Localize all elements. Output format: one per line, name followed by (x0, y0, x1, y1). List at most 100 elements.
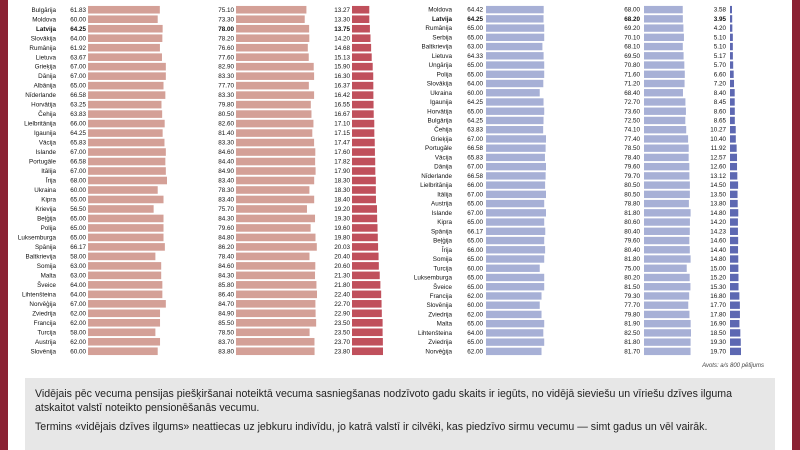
panel1-age-bar (88, 328, 156, 337)
panel1-life-bar (236, 43, 308, 52)
panel2-age-label: 65.00 (467, 201, 483, 208)
panel2-age-label: 64.33 (467, 53, 483, 60)
panel2-years-label: 16.90 (710, 321, 726, 328)
panel1-years-bar (352, 224, 378, 232)
panel2-life-bar (644, 199, 689, 208)
panel2-years-label: 12.60 (710, 164, 726, 171)
panel2-age-bar (486, 107, 545, 115)
panel2-age-label: 65.00 (467, 321, 483, 328)
panel2-country-label: Nīderlande (421, 173, 452, 180)
panel1-years-label: 17.60 (334, 149, 350, 156)
panel2-years-bar (730, 98, 735, 106)
panel2-life-label: 75.00 (624, 265, 640, 272)
panel2-country-label: Itālija (437, 191, 452, 198)
panel2-years-bar (730, 5, 732, 14)
panel1-age-label: 63.83 (70, 111, 86, 118)
panel1-life-label: 78.20 (218, 35, 234, 42)
panel1-life-bar (236, 148, 316, 156)
panel2-years-bar (730, 292, 740, 300)
panel2-years-bar (730, 126, 736, 134)
panel1-years-bar (352, 53, 372, 61)
panel2-years-label: 3.58 (714, 7, 727, 14)
panel2-life-bar (644, 135, 689, 143)
panel2-country-label: Polija (437, 71, 453, 78)
panel1-life-bar (236, 224, 311, 232)
panel1-years-bar (352, 186, 376, 194)
panel1-country-label: Norvēģija (29, 300, 56, 308)
panel2-life-bar (644, 292, 690, 300)
panel2-life-label: 69.20 (624, 25, 640, 32)
panel2-years-bar (730, 301, 740, 309)
panel2-years-bar (730, 209, 739, 217)
panel2-age-label: 60.00 (467, 265, 483, 272)
panel1-life-label: 77.60 (218, 54, 234, 61)
panel2-country-label: Spānija (431, 228, 453, 235)
panel1-country-label: Portugāle (29, 159, 56, 166)
panel2-years-label: 5.10 (714, 44, 727, 51)
panel2-age-label: 65.00 (467, 238, 483, 245)
panel1-life-bar (236, 347, 315, 356)
panel2-life-label: 79.60 (624, 238, 640, 245)
panel1-years-label: 16.55 (334, 102, 350, 109)
panel2-years-bar (730, 218, 738, 226)
panel2-years-label: 18.50 (710, 330, 726, 337)
panel1-years-bar (352, 347, 383, 356)
panel2-years-label: 13.80 (710, 201, 726, 208)
panel1-years-bar (352, 290, 382, 299)
panel1-life-label: 78.30 (218, 187, 234, 194)
panel2-country-label: Horvātija (427, 108, 452, 115)
panel1-life-label: 84.90 (218, 310, 234, 317)
panel1-life-bar (236, 337, 315, 346)
panel2-years-label: 14.80 (710, 256, 726, 263)
panel1-years-label: 23.80 (334, 348, 350, 355)
panel2-age-label: 65.00 (467, 71, 483, 78)
panel1-country-label: Albānija (34, 83, 57, 90)
panel2-life-bar (644, 42, 683, 51)
panel2-life-label: 69.50 (624, 53, 640, 60)
panel2-life-label: 79.30 (624, 293, 640, 300)
panel2-country-label: Čehija (434, 125, 452, 134)
panel2-life-bar (644, 98, 686, 106)
panel1-country-label: Beļģija (37, 215, 56, 223)
panel2-life-label: 68.20 (624, 16, 640, 23)
panel2-life-label: 72.50 (624, 117, 640, 124)
panel2-age-bar (486, 98, 544, 106)
panel1-years-bar (352, 157, 376, 166)
panel1-life-bar (236, 243, 317, 251)
panel2-country-label: Grieķija (431, 136, 453, 143)
panel2-age-label: 63.83 (467, 127, 483, 134)
panel2-age-bar (486, 24, 545, 32)
panel1-life-label: 78.40 (218, 253, 234, 260)
panel1-life-label: 78.00 (218, 26, 234, 33)
panel1-years-bar (352, 43, 372, 52)
panel1-years-label: 18.40 (334, 197, 350, 204)
panel1-life-label: 86.40 (218, 291, 234, 298)
panel1-life-bar (236, 34, 310, 42)
panel2-years-label: 19.30 (710, 339, 726, 346)
panel1-country-label: Slovākija (31, 35, 57, 42)
panel1-years-label: 21.80 (334, 282, 350, 289)
panel1-life-bar (236, 24, 310, 33)
panel2-life-label: 78.50 (624, 145, 640, 152)
panel2-age-bar (486, 199, 545, 208)
panel2-country-label: Latvija (432, 16, 452, 23)
panel1-years-bar (352, 233, 378, 242)
panel2-years-label: 8.60 (714, 108, 727, 115)
panel1-age-label: 64.25 (70, 26, 86, 33)
panel2-years-label: 5.70 (714, 62, 727, 69)
panel1-life-label: 86.20 (218, 244, 234, 251)
panel2-age-label: 66.58 (467, 145, 483, 152)
panel1-life-bar (236, 233, 316, 242)
panel2-country-label: Somija (433, 256, 453, 263)
panel1-age-label: 65.00 (70, 197, 86, 204)
panel1-life-label: 84.80 (218, 235, 234, 242)
panel2-age-bar (486, 227, 546, 235)
panel2-life-label: 80.20 (624, 275, 640, 282)
panel1-life-label: 83.80 (218, 348, 234, 355)
panel2-life-label: 77.70 (624, 302, 640, 309)
panel2-age-bar (486, 5, 544, 14)
panel1-age-label: 65.00 (70, 225, 86, 232)
panel2-age-bar (486, 273, 545, 282)
panel2-life-label: 74.10 (624, 127, 640, 134)
